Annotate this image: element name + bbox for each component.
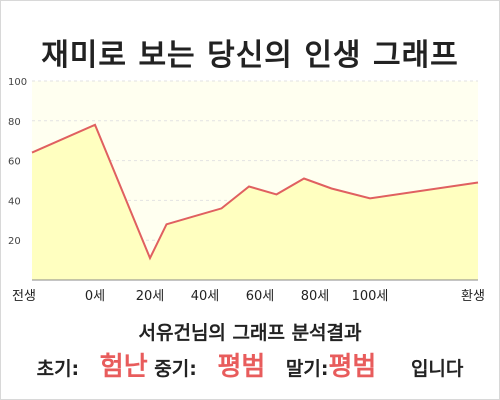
x-tick-label: 0세 xyxy=(85,289,105,304)
late-value: 평범 xyxy=(328,352,377,382)
x-tick-label: 전생 xyxy=(12,289,36,304)
y-tick-label: 40 xyxy=(8,196,21,207)
early-value: 험난 xyxy=(99,352,148,382)
y-tick-label: 100 xyxy=(8,77,27,88)
result-line: 초기: 험난 중기: 평범 말기:평범 입니다 xyxy=(0,346,500,383)
early-label: 초기: xyxy=(36,358,80,380)
y-tick-label: 60 xyxy=(8,157,21,168)
x-tick-label: 60세 xyxy=(246,289,275,304)
x-tick-label: 80세 xyxy=(301,289,330,304)
y-tick-label: 20 xyxy=(8,236,21,247)
middle-value: 평범 xyxy=(217,352,266,382)
life-line xyxy=(31,123,479,261)
x-tick-label: 20세 xyxy=(136,289,165,304)
x-tick-label: 환생 xyxy=(461,289,485,304)
summary-text: 서유건님의 그래프 분석결과 xyxy=(138,322,362,344)
y-tick-label: 80 xyxy=(8,117,21,128)
x-tick-label: 100세 xyxy=(352,289,389,304)
result-suffix: 입니다 xyxy=(410,358,464,380)
y-tick-labels: 20 40 60 80 100 xyxy=(8,77,27,247)
x-tick-labels: 전생 0세 20세 40세 60세 80세 100세 환생 xyxy=(12,289,485,304)
life-area-fill xyxy=(32,124,478,280)
middle-label: 중기: xyxy=(154,358,197,380)
x-tick-label: 40세 xyxy=(191,289,220,304)
late-label: 말기: xyxy=(285,358,329,380)
chart-title: 재미로 보는 당신의 인생 그래프 xyxy=(41,38,459,73)
